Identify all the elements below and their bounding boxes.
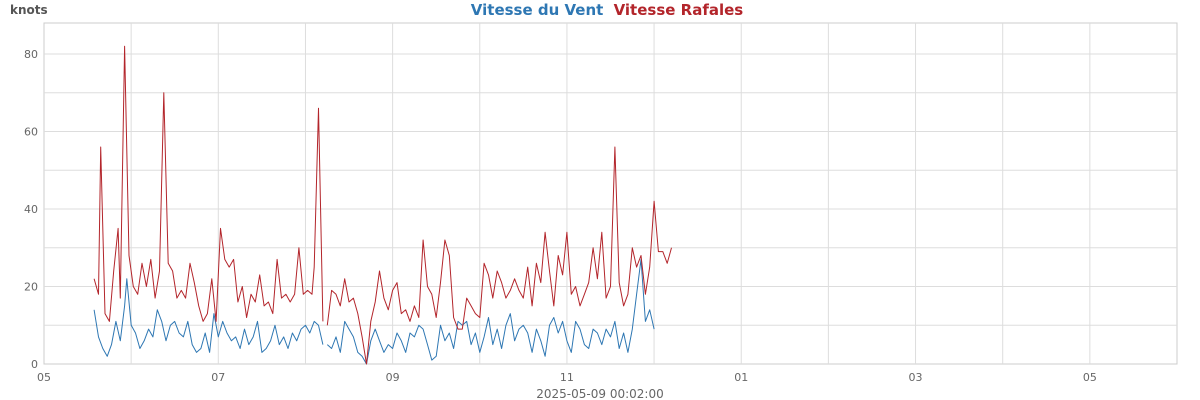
y-axis-ticks: 0 20 40 60 80 (24, 48, 38, 371)
y-tick-label: 20 (24, 281, 38, 294)
series-line-vitesse-rafales (93, 45, 324, 322)
y-tick-label: 40 (24, 203, 38, 216)
x-tick-label: 01 (734, 371, 748, 384)
legend-item-vitesse-du-vent[interactable]: Vitesse du Vent (471, 1, 604, 19)
grid (43, 22, 1178, 365)
plot-frame (43, 22, 1178, 365)
x-tick-label: 05 (37, 371, 51, 384)
series-lines (93, 45, 672, 365)
series-line-vitesse-du-vent (93, 278, 324, 357)
x-tick-label: 09 (386, 371, 400, 384)
y-tick-label: 0 (31, 358, 38, 371)
x-axis-ticks: 05 07 09 11 01 03 05 (37, 371, 1097, 384)
x-tick-label: 03 (909, 371, 923, 384)
x-axis-label-timestamp: 2025-05-09 00:02:00 (536, 387, 663, 400)
y-tick-label: 80 (24, 48, 38, 61)
legend: Vitesse du Vent Vitesse Rafales (471, 1, 743, 19)
y-axis-label: knots (10, 3, 48, 17)
x-tick-label: 11 (560, 371, 574, 384)
series-line-vitesse-rafales (326, 146, 672, 365)
series-line-vitesse-du-vent (326, 258, 655, 365)
y-tick-label: 60 (24, 126, 38, 139)
legend-item-vitesse-rafales[interactable]: Vitesse Rafales (614, 1, 744, 19)
x-tick-label: 07 (211, 371, 225, 384)
x-tick-label: 05 (1083, 371, 1097, 384)
